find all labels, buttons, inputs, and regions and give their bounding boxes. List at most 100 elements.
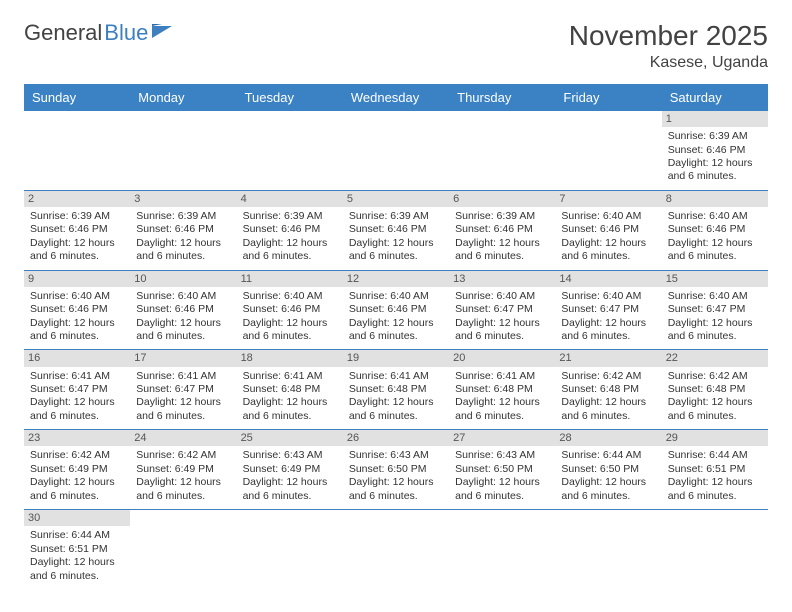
sunset-line: Sunset: 6:46 PM [668,223,762,236]
calendar-cell: 20Sunrise: 6:41 AMSunset: 6:48 PMDayligh… [449,350,555,429]
month-title: November 2025 [569,20,768,52]
sunset-line: Sunset: 6:48 PM [243,383,337,396]
daylight-line: Daylight: 12 hours and 6 minutes. [561,237,655,264]
day-header: Thursday [449,84,555,111]
sunrise-line: Sunrise: 6:41 AM [30,370,124,383]
sunset-line: Sunset: 6:51 PM [30,543,124,556]
daylight-line: Daylight: 12 hours and 6 minutes. [668,317,762,344]
day-number: 19 [343,350,449,366]
calendar-week: 23Sunrise: 6:42 AMSunset: 6:49 PMDayligh… [24,430,768,510]
sunset-line: Sunset: 6:50 PM [455,463,549,476]
calendar-cell: 30Sunrise: 6:44 AMSunset: 6:51 PMDayligh… [24,510,130,589]
daylight-line: Daylight: 12 hours and 6 minutes. [243,476,337,503]
daylight-line: Daylight: 12 hours and 6 minutes. [243,237,337,264]
day-number: 14 [555,271,661,287]
sunset-line: Sunset: 6:49 PM [30,463,124,476]
day-number: 9 [24,271,130,287]
sunset-line: Sunset: 6:47 PM [455,303,549,316]
sunrise-line: Sunrise: 6:44 AM [561,449,655,462]
day-number: 29 [662,430,768,446]
day-number: 3 [130,191,236,207]
brand-logo: General Blue [24,20,174,46]
day-header: Friday [555,84,661,111]
sunrise-line: Sunrise: 6:42 AM [668,370,762,383]
day-number: 22 [662,350,768,366]
calendar-week: 9Sunrise: 6:40 AMSunset: 6:46 PMDaylight… [24,271,768,351]
calendar-cell: 27 Sunrise: 6:43 AMSunset: 6:50 PMDayligh… [449,430,555,509]
day-number: 16 [24,350,130,366]
calendar-cell-empty [449,111,555,190]
calendar-cell: 15Sunrise: 6:40 AMSunset: 6:47 PMDayligh… [662,271,768,350]
daylight-line: Daylight: 12 hours and 6 minutes. [455,317,549,344]
sunset-line: Sunset: 6:49 PM [243,463,337,476]
calendar-cell-empty [130,111,236,190]
sunrise-line: Sunrise: 6:43 AM [349,449,443,462]
calendar-cell: 17Sunrise: 6:41 AMSunset: 6:47 PMDayligh… [130,350,236,429]
daylight-line: Daylight: 12 hours and 6 minutes. [349,237,443,264]
sunset-line: Sunset: 6:50 PM [561,463,655,476]
day-number: 28 [555,430,661,446]
weeks-container: 1Sunrise: 6:39 AMSunset: 6:46 PMDaylight… [24,111,768,589]
daylight-line: Daylight: 12 hours and 6 minutes. [455,476,549,503]
day-number: 15 [662,271,768,287]
day-number: 24 [130,430,236,446]
sunset-line: Sunset: 6:47 PM [668,303,762,316]
calendar-cell-empty [343,111,449,190]
daylight-line: Daylight: 12 hours and 6 minutes. [243,317,337,344]
calendar-cell: 9Sunrise: 6:40 AMSunset: 6:46 PMDaylight… [24,271,130,350]
day-number: 10 [130,271,236,287]
sunset-line: Sunset: 6:46 PM [561,223,655,236]
day-number: 23 [24,430,130,446]
page: General Blue November 2025 Kasese, Ugand… [0,0,792,609]
day-header: Saturday [662,84,768,111]
day-number: 26 [343,430,449,446]
daylight-line: Daylight: 12 hours and 6 minutes. [561,476,655,503]
daylight-line: Daylight: 12 hours and 6 minutes. [668,476,762,503]
daylight-line: Daylight: 12 hours and 6 minutes. [455,237,549,264]
calendar-cell: 22Sunrise: 6:42 AMSunset: 6:48 PMDayligh… [662,350,768,429]
calendar-cell: 21Sunrise: 6:42 AMSunset: 6:48 PMDayligh… [555,350,661,429]
daylight-line: Daylight: 12 hours and 6 minutes. [349,396,443,423]
daylight-line: Daylight: 12 hours and 6 minutes. [30,476,124,503]
calendar-week: 16Sunrise: 6:41 AMSunset: 6:47 PMDayligh… [24,350,768,430]
day-number: 8 [662,191,768,207]
sunrise-line: Sunrise: 6:39 AM [30,210,124,223]
sunset-line: Sunset: 6:46 PM [243,303,337,316]
sunrise-line: Sunrise: 6:43 AM [243,449,337,462]
sunrise-line: Sunrise: 6:41 AM [349,370,443,383]
day-number: 1 [662,111,768,127]
sunrise-line: Sunrise: 6:42 AM [561,370,655,383]
calendar-cell-empty [343,510,449,589]
sunset-line: Sunset: 6:46 PM [30,223,124,236]
calendar-cell: 3Sunrise: 6:39 AMSunset: 6:46 PMDaylight… [130,191,236,270]
sunrise-line: Sunrise: 6:40 AM [349,290,443,303]
sunset-line: Sunset: 6:46 PM [668,144,762,157]
sunset-line: Sunset: 6:49 PM [136,463,230,476]
day-number: 4 [237,191,343,207]
calendar-cell-empty [24,111,130,190]
sunrise-line: Sunrise: 6:40 AM [30,290,124,303]
daylight-line: Daylight: 12 hours and 6 minutes. [349,317,443,344]
sunrise-line: Sunrise: 6:43 AM [455,449,549,462]
calendar-cell: 25 Sunrise: 6:43 AMSunset: 6:49 PMDayligh… [237,430,343,509]
flag-icon [152,24,174,40]
day-number: 27 [449,430,555,446]
daylight-line: Daylight: 12 hours and 6 minutes. [30,317,124,344]
sunset-line: Sunset: 6:46 PM [349,303,443,316]
calendar-cell-empty [662,510,768,589]
day-number: 18 [237,350,343,366]
daylight-line: Daylight: 12 hours and 6 minutes. [136,317,230,344]
calendar-cell: 4Sunrise: 6:39 AMSunset: 6:46 PMDaylight… [237,191,343,270]
title-block: November 2025 Kasese, Uganda [569,20,768,72]
daylight-line: Daylight: 12 hours and 6 minutes. [30,237,124,264]
calendar-cell: 29Sunrise: 6:44 AMSunset: 6:51 PMDayligh… [662,430,768,509]
sunset-line: Sunset: 6:51 PM [668,463,762,476]
calendar-cell-empty [555,111,661,190]
sunrise-line: Sunrise: 6:39 AM [349,210,443,223]
day-number: 12 [343,271,449,287]
brand-name-1: General [24,20,102,46]
day-number: 25 [237,430,343,446]
daylight-line: Daylight: 12 hours and 6 minutes. [136,396,230,423]
sunrise-line: Sunrise: 6:39 AM [136,210,230,223]
daylight-line: Daylight: 12 hours and 6 minutes. [668,396,762,423]
